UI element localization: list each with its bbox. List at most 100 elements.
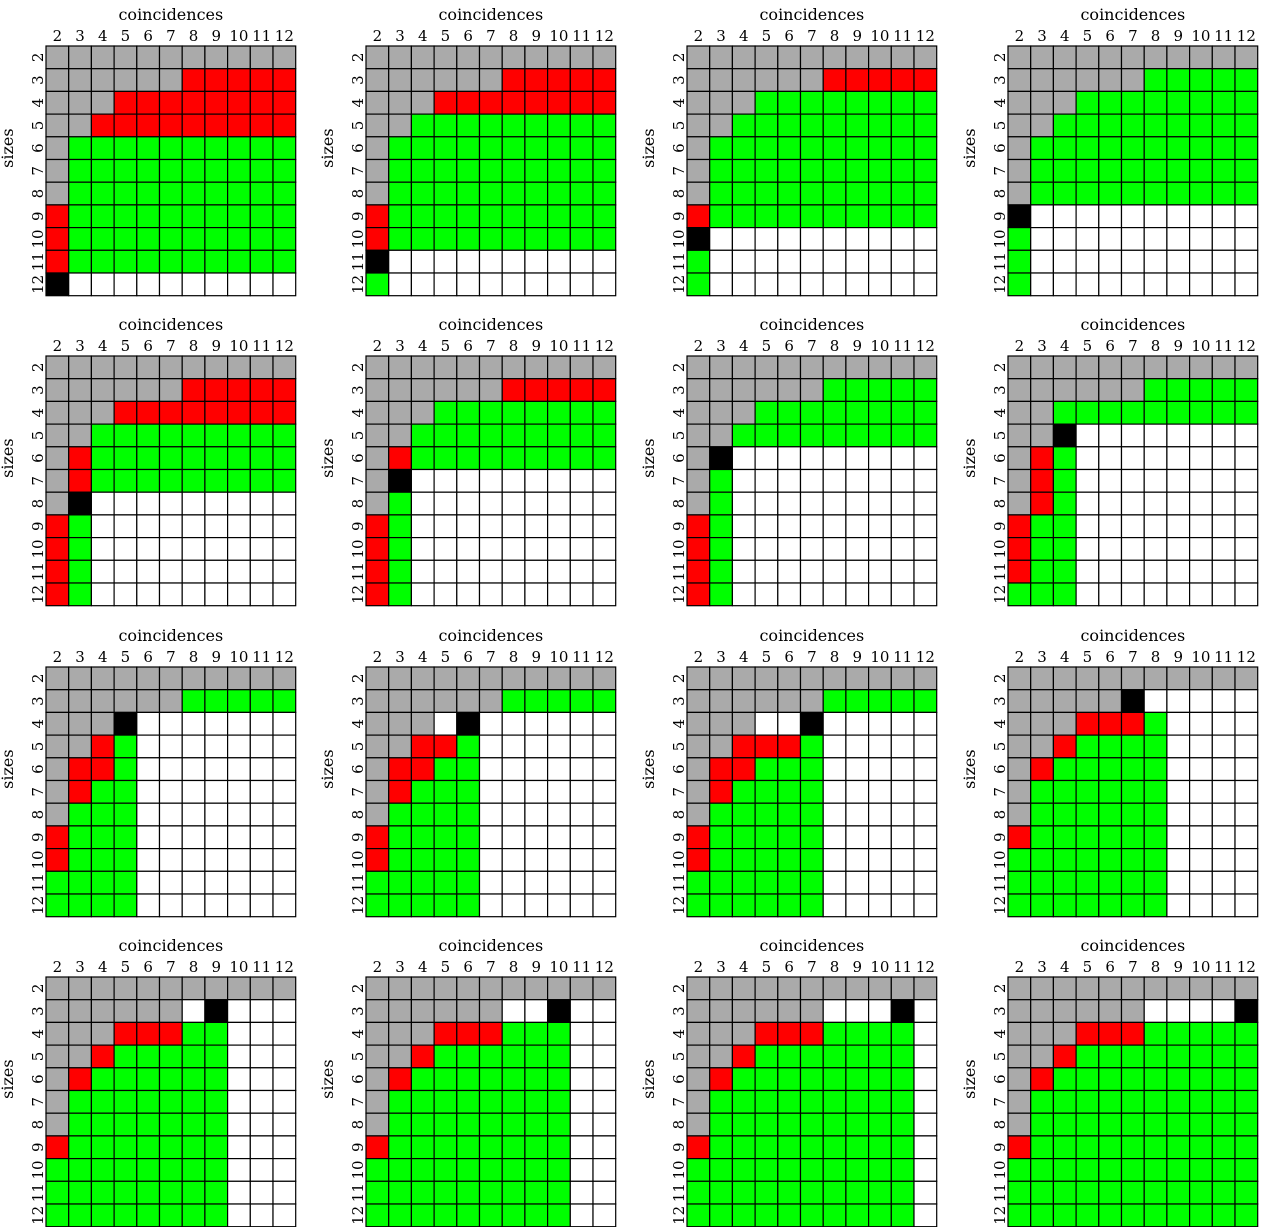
heatmap-cell	[158, 582, 183, 607]
heatmap-cell	[227, 227, 251, 251]
heatmap-cell	[1211, 1112, 1236, 1137]
heatmap-cell	[569, 802, 594, 827]
heatmap-cell	[867, 1203, 892, 1227]
heatmap-cell	[1030, 1180, 1054, 1205]
heatmap-cell	[777, 45, 802, 70]
heatmap-cell	[799, 689, 824, 714]
heatmap-cell	[90, 136, 115, 161]
x-tick-label: 11	[893, 337, 912, 355]
heatmap-cell	[68, 45, 92, 70]
heatmap-cell	[1143, 249, 1168, 274]
heatmap-cell	[1188, 847, 1213, 872]
heatmap-cell	[501, 45, 526, 70]
heatmap-cell	[456, 204, 481, 229]
y-tick-label: 11	[991, 252, 1009, 271]
heatmap-cell	[68, 249, 92, 274]
heatmap-cell	[686, 1112, 711, 1137]
heatmap-cell	[90, 711, 115, 736]
heatmap-cell	[592, 468, 617, 493]
heatmap-cell	[546, 711, 571, 736]
heatmap-cell	[433, 734, 458, 759]
heatmap-cell	[433, 204, 458, 229]
heatmap-cell	[1143, 1135, 1168, 1160]
heatmap-cell	[1120, 514, 1145, 539]
heatmap-cell	[1143, 423, 1168, 448]
heatmap-cell	[272, 757, 297, 782]
heatmap-cell	[501, 90, 526, 115]
heatmap-cell	[890, 468, 915, 493]
heatmap-cell	[1052, 559, 1077, 584]
x-tick-label: 9	[852, 958, 862, 976]
heatmap-cell	[1075, 802, 1100, 827]
heatmap-cell	[136, 514, 161, 539]
heatmap-cell	[45, 1044, 70, 1069]
heatmap-cell	[1188, 976, 1213, 1001]
heatmap-cell	[686, 491, 711, 516]
heatmap-cell	[845, 779, 870, 804]
heatmap-cell	[777, 711, 802, 736]
heatmap-cell	[592, 802, 617, 827]
heatmap-cell	[1188, 666, 1213, 691]
heatmap-cell	[410, 400, 435, 425]
heatmap-cell	[501, 113, 526, 138]
heatmap-cell	[68, 779, 92, 804]
heatmap-cell	[456, 559, 481, 584]
heatmap-cell	[709, 711, 734, 736]
heatmap-cell	[1188, 1067, 1213, 1092]
heatmap-cell	[388, 825, 413, 850]
heatmap-cell	[68, 1067, 92, 1092]
heatmap-cell	[249, 45, 274, 70]
heatmap-cell	[90, 825, 115, 850]
x-tick-label: 8	[1151, 27, 1161, 45]
heatmap-cell	[249, 870, 274, 895]
heatmap-cell	[433, 825, 458, 850]
heatmap-cell	[433, 847, 458, 872]
heatmap-cell	[731, 536, 756, 561]
heatmap-cell	[754, 227, 779, 251]
heatmap-cell	[158, 181, 183, 206]
y-tick-label: 12	[29, 896, 47, 915]
x-tick-label: 2	[53, 648, 63, 666]
x-tick-label: 9	[531, 648, 541, 666]
heatmap-cell	[456, 870, 481, 895]
heatmap-cell	[1052, 1067, 1077, 1092]
heatmap-cell	[867, 976, 892, 1001]
y-tick-label: 4	[349, 408, 367, 418]
heatmap-cell	[1120, 559, 1145, 584]
heatmap-cell	[204, 446, 229, 471]
x-tick-label: 10	[549, 27, 568, 45]
heatmap-cell	[90, 491, 115, 516]
heatmap-cell	[113, 1089, 138, 1114]
heatmap-cell	[501, 227, 526, 251]
heatmap-cell	[227, 468, 251, 493]
heatmap-cell	[1030, 582, 1054, 607]
heatmap-cell	[90, 689, 115, 714]
heatmap-cell	[410, 1112, 435, 1137]
heatmap-cell	[546, 90, 571, 115]
heatmap-cell	[181, 711, 206, 736]
x-tick-label: 5	[441, 27, 451, 45]
y-tick-label: 2	[29, 363, 47, 373]
heatmap-cell	[1234, 666, 1259, 691]
heatmap-cell	[1166, 400, 1191, 425]
heatmap-cell	[1052, 1203, 1077, 1227]
heatmap-cell	[68, 400, 92, 425]
heatmap-cell	[1234, 158, 1259, 183]
heatmap-cell	[365, 689, 390, 714]
heatmap-cell	[227, 272, 251, 297]
heatmap-cell	[822, 45, 847, 70]
heatmap-cell	[799, 158, 824, 183]
heatmap-cell	[799, 666, 824, 691]
heatmap-cell	[1075, 158, 1100, 183]
heatmap-cell	[1098, 893, 1123, 918]
heatmap-cell	[709, 136, 734, 161]
heatmap-cell	[1234, 1203, 1259, 1227]
heatmap-cell	[1143, 90, 1168, 115]
heatmap-cell	[136, 468, 161, 493]
x-tick-label: 12	[916, 648, 935, 666]
heatmap-cell	[136, 355, 161, 380]
y-tick-label: 11	[29, 252, 47, 271]
heatmap-cell	[867, 491, 892, 516]
